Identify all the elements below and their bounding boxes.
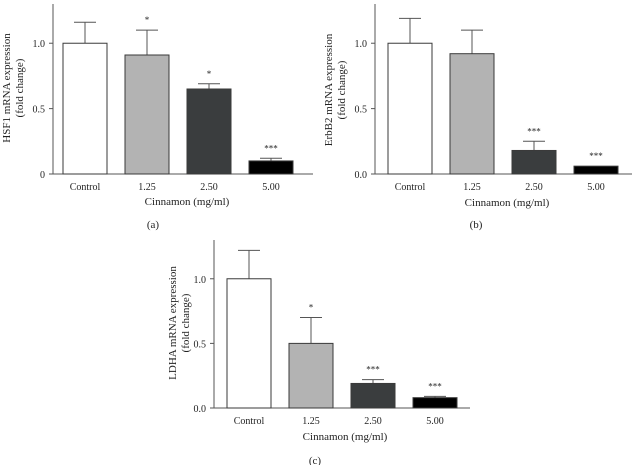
panel-c-ylabel-line1: LDHA mRNA expression [167,266,179,380]
panel-a-ytick-label: 0 [40,170,45,181]
panel-b-xtick-label: Control [395,182,426,193]
panel-a-xlabel: Cinnamon (mg/ml) [145,196,230,208]
panel-c-plot: 0.0 0.5 1.0 Control * 1.25 *** 2.50 *** 5.00 [194,240,470,427]
panel-c-ytick-label: 1.0 [194,275,207,286]
panel-b-xtick-label: 2.50 [525,182,543,193]
panel-b-ylabel-line2: (fold change) [336,60,348,119]
panel-a-xtick-label: 1.25 [138,182,156,193]
panel-c: LDHA mRNA expression (fold change) 0.00.… [167,240,470,465]
panel-c-significance: *** [428,381,442,391]
panel-b-significance: *** [589,151,603,161]
panel-c-significance: *** [366,365,380,375]
panel-b-significance: *** [527,126,541,136]
panel-c-bar [350,382,396,409]
panel-a-significance: * [207,69,212,79]
panel-b-ytick-label: 1.0 [355,39,368,50]
panel-b-bar [387,42,433,175]
panel-c-xlabel: Cinnamon (mg/ml) [303,431,388,443]
panel-c-xtick-label: 5.00 [426,416,444,427]
panel-c-ytick-label: 0.5 [194,339,207,350]
panel-a-ylabel-line2: (fold change) [14,58,26,117]
panel-b-bar [449,53,495,175]
panel-a-xtick-label: 2.50 [200,182,218,193]
panel-b-label: (b) [470,219,483,231]
panel-a-bar [248,160,294,175]
panel-b-bar [573,165,619,175]
panel-b-ytick-label: 0.0 [355,170,368,181]
panel-c-bar [226,278,272,409]
panel-a-ytick-label: 0.5 [33,105,46,116]
panel-b-xtick-label: 5.00 [587,182,605,193]
panel-a-significance: *** [264,143,278,153]
panel-a-xtick-label: 5.00 [262,182,280,193]
panel-b: ErbB2 mRNA expression (fold change) 0.00… [323,4,632,231]
panel-c-xtick-label: 2.50 [364,416,382,427]
panel-a-significance: * [145,15,150,25]
panel-a-xtick-label: Control [70,182,101,193]
panel-a-plot: 0 0.5 1.0 Control * 1.25 * 2.50 *** 5.00 [33,4,313,193]
panel-b-bar [511,149,557,175]
panel-c-bar [288,342,334,409]
panel-a-label: (a) [147,219,160,231]
panel-b-plot: 0.0 0.5 1.0 Control 1.25 *** 2.50 *** 5.00 [355,4,632,193]
panel-a: HSF1 mRNA expression (fold change) 0 0.5 1… [1,4,313,231]
panel-c-label: (c) [309,455,322,465]
panel-a-bar [124,54,170,175]
panel-a-bar [186,88,232,175]
panel-a-ylabel-line1: HSF1 mRNA expression [1,33,13,143]
panel-a-bar [62,42,108,175]
panel-c-significance: * [309,303,314,313]
panel-c-ytick-label: 0.0 [194,404,207,415]
panel-c-xtick-label: 1.25 [302,416,320,427]
panel-b-ytick-label: 0.5 [355,105,368,116]
panel-b-xlabel: Cinnamon (mg/ml) [465,197,550,209]
panel-b-ylabel-line1: ErbB2 mRNA expression [323,33,335,146]
panel-c-xtick-label: Control [234,416,265,427]
panel-c-bar [412,397,458,409]
panel-b-xtick-label: 1.25 [463,182,481,193]
panel-a-ytick-label: 1.0 [33,39,46,50]
panel-c-ylabel-line2: (fold change) [180,293,192,352]
